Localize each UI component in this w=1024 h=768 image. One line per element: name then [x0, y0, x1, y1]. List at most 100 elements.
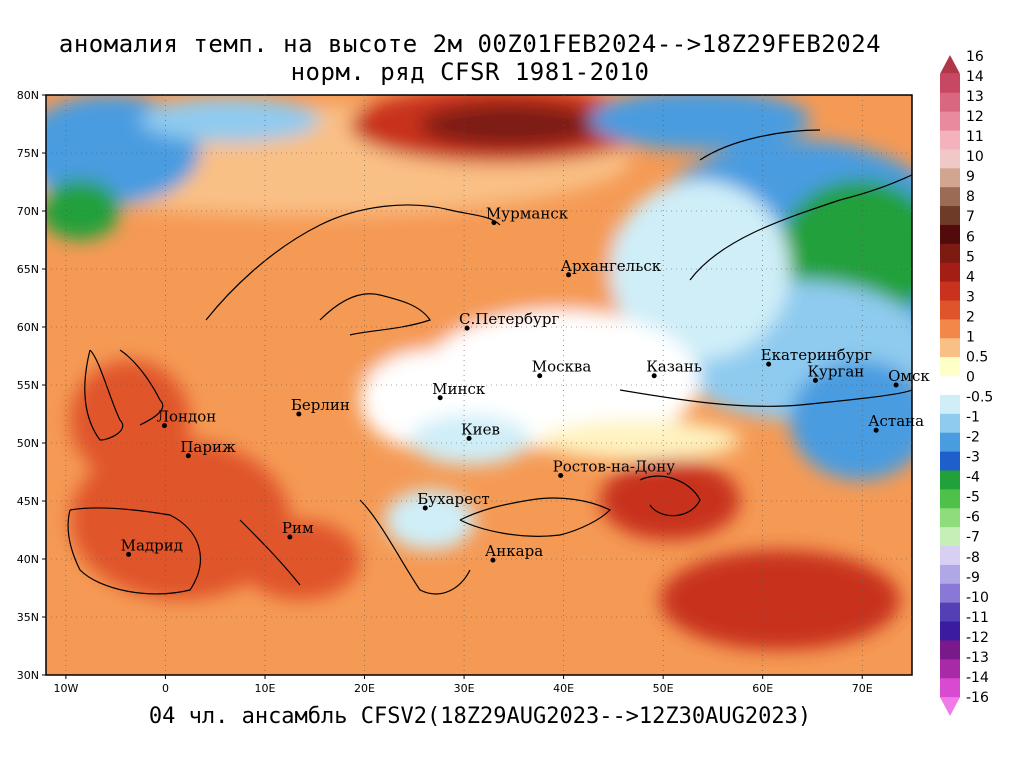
city-marker: [558, 472, 564, 478]
colorbar-label: 4: [966, 269, 975, 285]
lat-tick-label: 50N: [17, 437, 39, 450]
colorbar-swatch: [940, 376, 960, 396]
colorbar-label: 11: [966, 129, 984, 145]
colorbar-label: -4: [966, 470, 980, 486]
city-marker: [812, 377, 818, 383]
axis-ticks: 80N 75N 70N 65N 60N 55N 50N 45N 40N 35N 30N 10W 0 10E…: [17, 89, 873, 695]
colorbar-swatch: [940, 394, 960, 415]
colorbar-swatch: [940, 243, 960, 264]
city-marker: [566, 272, 572, 278]
city-label: Минск: [432, 380, 486, 398]
colorbar-label: -8: [966, 550, 980, 566]
lat-tick-label: 80N: [17, 89, 39, 102]
lat-tick-label: 70N: [17, 205, 39, 218]
colorbar-label: 10: [966, 149, 984, 165]
colorbar-label: 1: [966, 329, 975, 345]
colorbar-label: 13: [966, 89, 984, 105]
colorbar-swatch: [940, 55, 960, 74]
graticule: [46, 95, 912, 675]
map-footer: 04 чл. ансамбль CFSV2(18Z29AUG2023-->12Z…: [148, 704, 812, 729]
lon-tick-label: 50E: [653, 682, 674, 695]
colorbar-swatch: [940, 300, 960, 320]
city-label: С.Петербург: [459, 310, 559, 328]
city-marker: [287, 534, 293, 540]
colorbar-swatch: [940, 281, 960, 302]
city-marker: [161, 423, 167, 429]
city-label: Астана: [868, 412, 924, 430]
city-marker: [651, 373, 657, 379]
colorbar-label: -6: [966, 510, 980, 526]
city-labels: Мурманск Архангельск С.Петербург Москва Каза…: [121, 205, 930, 563]
colorbar-label: 9: [966, 169, 975, 185]
city-marker: [185, 453, 191, 459]
city-label: Екатеринбург: [761, 346, 872, 364]
colorbar-swatch: [940, 338, 960, 358]
colorbar-swatch: [940, 546, 960, 566]
colorbar-swatch: [940, 697, 960, 716]
city-label: Ростов-на-Дону: [553, 457, 676, 475]
colorbar-swatch: [940, 678, 960, 698]
city-label: Бухарест: [417, 490, 489, 508]
colorbar-swatch: [940, 527, 960, 547]
city-marker: [873, 427, 879, 433]
colorbar-swatch: [940, 508, 960, 528]
colorbar-swatch: [940, 149, 960, 169]
colorbar-label: 8: [966, 189, 975, 205]
city-label: Архангельск: [561, 257, 662, 275]
city-marker: [893, 382, 899, 388]
colorbar-swatch: [940, 130, 960, 150]
lon-tick-label: 10E: [255, 682, 276, 695]
colorbar-swatch: [940, 470, 960, 490]
colorbar-swatch: [940, 357, 960, 377]
city-marker: [422, 505, 428, 511]
colorbar-label: 2: [966, 309, 975, 325]
colorbar-label: 5: [966, 249, 975, 265]
colorbar-label: 3: [966, 289, 975, 305]
city-label: Курган: [807, 362, 864, 380]
city-label: Париж: [180, 438, 236, 456]
colorbar-swatch: [940, 168, 960, 188]
lat-tick-label: 75N: [17, 147, 39, 160]
colorbar-swatch: [940, 659, 960, 679]
city-label: Мурманск: [486, 205, 569, 223]
map-title-line1: аномалия темп. на высоте 2м 00Z01FEB2024…: [58, 30, 882, 58]
city-label: Берлин: [291, 396, 350, 414]
colorbar-label: 0: [966, 369, 975, 385]
colorbar-swatch: [940, 451, 960, 471]
city-marker: [491, 220, 497, 226]
lon-tick-label: 10W: [53, 682, 78, 695]
colorbar-label: -1: [966, 410, 980, 426]
colorbar-label: -16: [966, 690, 989, 706]
colorbar-swatch: [940, 602, 960, 623]
city-marker: [126, 551, 132, 557]
colorbar-swatch: [940, 621, 960, 641]
colorbar-swatch: [940, 73, 960, 94]
city-label: Омск: [888, 367, 930, 385]
city-label: Мадрид: [121, 536, 183, 554]
colorbar-label: -13: [966, 650, 989, 666]
colorbar-swatch: [940, 187, 960, 207]
colorbar-swatch: [940, 640, 960, 660]
city-marker: [296, 411, 302, 417]
lat-tick-label: 40N: [17, 553, 39, 566]
colorbar-label: -5: [966, 490, 980, 506]
lat-tick-label: 30N: [17, 669, 39, 682]
city-marker: [766, 361, 772, 367]
anomaly-field: [46, 95, 912, 675]
colorbar-swatch: [940, 583, 960, 604]
colorbar-swatch: [940, 489, 960, 509]
colorbar-label: -10: [966, 590, 989, 606]
colorbar-swatch: [940, 92, 960, 113]
city-label: Анкара: [485, 542, 543, 560]
colorbar-label: -3: [966, 450, 980, 466]
colorbar-swatch: [940, 262, 960, 283]
colorbar-label: -9: [966, 570, 980, 586]
colorbar-label: -2: [966, 430, 980, 446]
colorbar-label: -14: [966, 670, 989, 686]
city-marker: [466, 435, 472, 441]
colorbar-swatch: [940, 111, 960, 132]
city-marker: [537, 373, 543, 379]
colorbar-label: -11: [966, 610, 989, 626]
colorbar-swatch: [940, 206, 960, 226]
